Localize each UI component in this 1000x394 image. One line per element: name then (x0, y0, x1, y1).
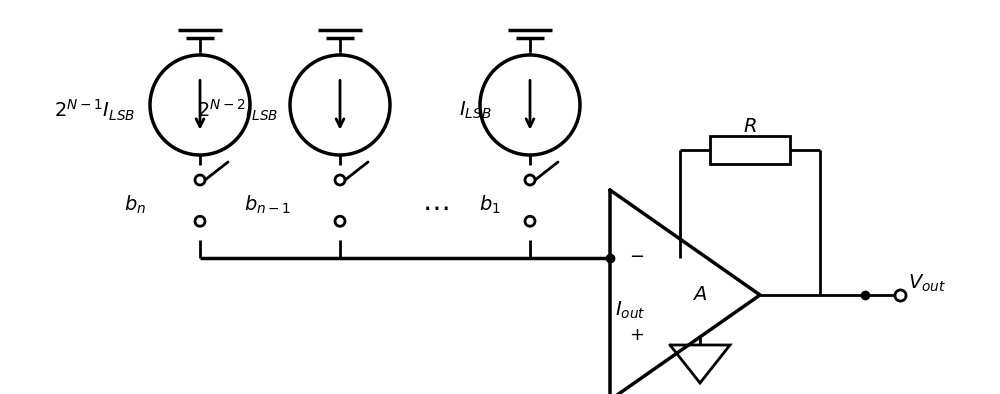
Text: $2^{N-2}I_{LSB}$: $2^{N-2}I_{LSB}$ (197, 97, 279, 123)
Text: $b_1$: $b_1$ (479, 194, 501, 216)
Text: $+$: $+$ (629, 326, 645, 344)
Text: $\cdots$: $\cdots$ (422, 194, 448, 222)
Text: $A$: $A$ (692, 286, 708, 305)
Text: $-$: $-$ (629, 246, 645, 264)
Text: $I_{LSB}$: $I_{LSB}$ (459, 99, 491, 121)
Text: $R$: $R$ (743, 117, 757, 136)
Text: $V_{out}$: $V_{out}$ (908, 272, 946, 294)
Text: $b_{n-1}$: $b_{n-1}$ (244, 194, 292, 216)
Text: $2^{N-1}I_{LSB}$: $2^{N-1}I_{LSB}$ (54, 97, 136, 123)
Text: $I_{out}$: $I_{out}$ (615, 299, 645, 321)
Text: $b_n$: $b_n$ (124, 194, 146, 216)
Bar (710, 136, 790, 164)
